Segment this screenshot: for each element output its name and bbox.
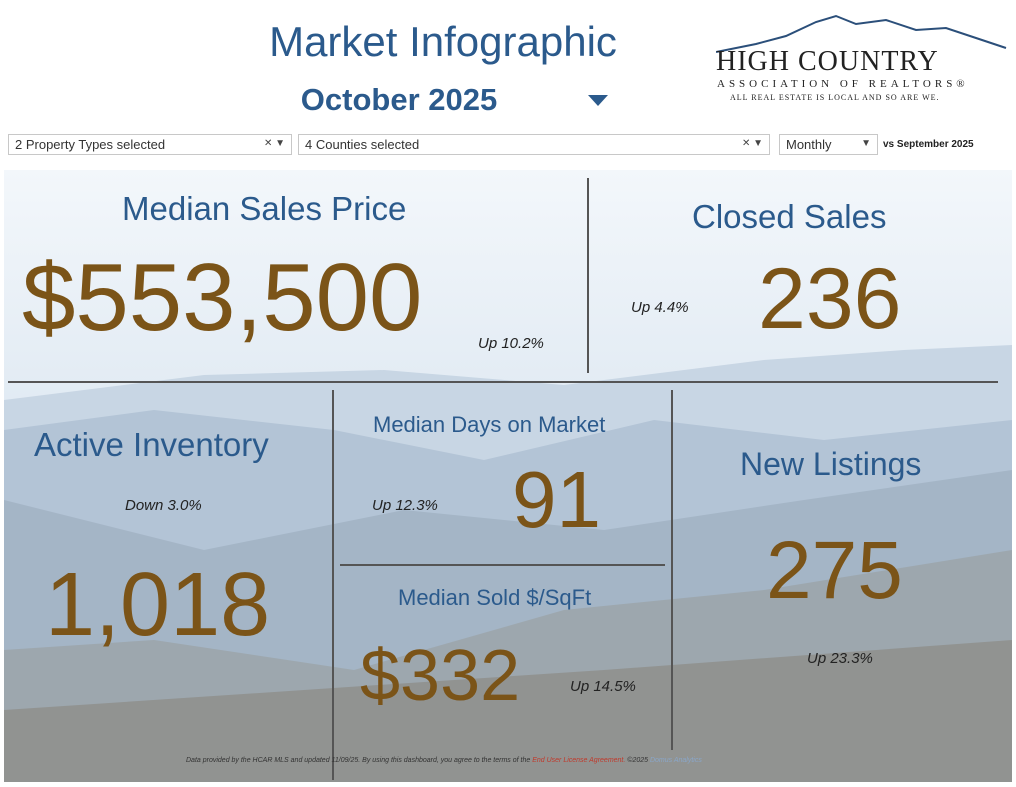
license-link[interactable]: End User License Agreement. xyxy=(532,757,626,764)
tile-label: Active Inventory xyxy=(34,426,269,463)
tile-label: Closed Sales xyxy=(692,198,887,235)
logo-mountains xyxy=(716,14,1007,53)
divider xyxy=(332,390,334,780)
property-filter[interactable]: 2 Property Types selected ✕ ▼ xyxy=(8,134,292,155)
tile-value: 91 xyxy=(512,455,601,544)
tile-value: 1,018 xyxy=(45,555,271,655)
tile-label: Median Sold $/SqFt xyxy=(398,585,592,610)
tile-label: Median Sales Price xyxy=(122,190,407,227)
filter-text: 4 Counties selected xyxy=(305,137,420,152)
divider xyxy=(587,178,589,373)
background xyxy=(4,170,1012,782)
footer-note: Data provided by the HCAR MLS and update… xyxy=(186,757,531,764)
tile-change: Up 14.5% xyxy=(570,678,636,695)
comparison: vs September 2025 xyxy=(883,139,974,150)
tile-value: $332 xyxy=(360,636,521,716)
tile-label: Median Days on Market xyxy=(373,412,606,437)
copyright: ©2025 xyxy=(627,757,649,764)
arrow: ✕ ▼ xyxy=(741,138,763,149)
title: Market Infographic xyxy=(269,18,617,65)
month-dropdown[interactable] xyxy=(586,92,610,108)
divider xyxy=(671,390,673,750)
filter-text: 2 Property Types selected xyxy=(15,137,166,152)
subtitle: October 2025 xyxy=(300,82,498,117)
arrow: ▼ xyxy=(861,138,871,149)
tile-value: 275 xyxy=(766,525,903,616)
period-filter[interactable]: Monthly ▼ xyxy=(779,134,878,155)
logo-name: HIGH COUNTRY xyxy=(716,46,939,77)
footer: Data provided by the HCAR MLS and update… xyxy=(186,757,702,764)
credit-link[interactable]: Domus Analytics xyxy=(649,757,702,764)
tile-change: Up 10.2% xyxy=(478,335,544,352)
logo-org: ASSOCIATION OF REALTORS® xyxy=(717,78,969,90)
tile-label: New Listings xyxy=(740,446,922,482)
filter-text: Monthly xyxy=(786,137,832,152)
tile-value: $553,500 xyxy=(22,244,423,351)
tile-change: Up 4.4% xyxy=(631,299,689,316)
tile-change: Down 3.0% xyxy=(125,497,202,514)
logo-tagline: ALL REAL ESTATE IS LOCAL AND SO ARE WE. xyxy=(730,93,940,102)
arrow: ✕ ▼ xyxy=(263,138,285,149)
county-filter[interactable]: 4 Counties selected ✕ ▼ xyxy=(298,134,770,155)
divider xyxy=(340,564,665,566)
tile-value: 236 xyxy=(758,251,902,347)
tile-change: Up 12.3% xyxy=(372,497,438,514)
divider xyxy=(8,381,998,383)
tile-change: Up 23.3% xyxy=(807,650,873,667)
